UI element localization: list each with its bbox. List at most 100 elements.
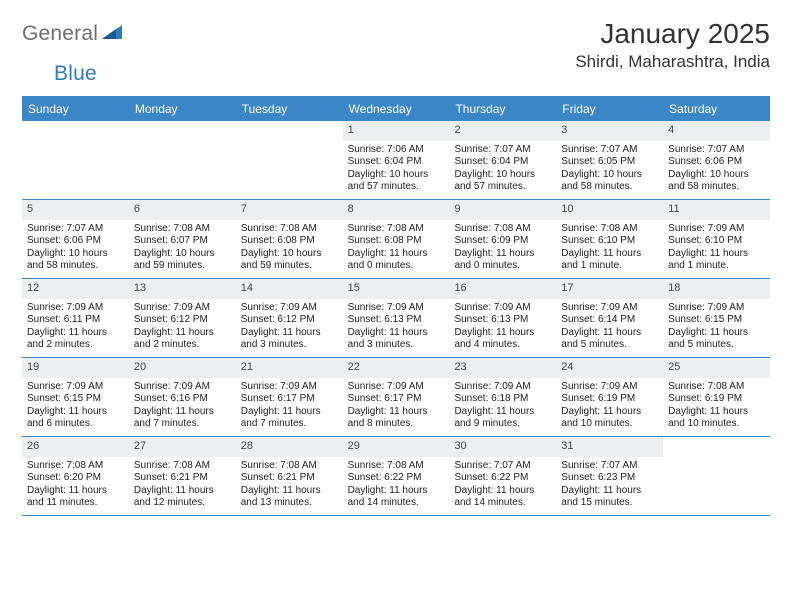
day-number: 31 bbox=[556, 437, 663, 457]
day-daylight1: Daylight: 11 hours bbox=[134, 327, 231, 340]
day-body: Sunrise: 7:08 AMSunset: 6:22 PMDaylight:… bbox=[343, 457, 450, 514]
day-daylight1: Daylight: 11 hours bbox=[348, 248, 445, 261]
day-cell: 8Sunrise: 7:08 AMSunset: 6:08 PMDaylight… bbox=[343, 200, 450, 278]
day-daylight2: and 58 minutes. bbox=[561, 181, 658, 194]
day-body: Sunrise: 7:07 AMSunset: 6:06 PMDaylight:… bbox=[22, 220, 129, 277]
day-body: Sunrise: 7:09 AMSunset: 6:11 PMDaylight:… bbox=[22, 299, 129, 356]
day-number: 22 bbox=[343, 358, 450, 378]
day-sunrise: Sunrise: 7:09 AM bbox=[241, 381, 338, 394]
day-sunset: Sunset: 6:19 PM bbox=[561, 393, 658, 406]
day-sunset: Sunset: 6:21 PM bbox=[241, 472, 338, 485]
day-header-mon: Monday bbox=[129, 97, 236, 121]
day-cell: 20Sunrise: 7:09 AMSunset: 6:16 PMDayligh… bbox=[129, 358, 236, 436]
day-sunrise: Sunrise: 7:09 AM bbox=[454, 381, 551, 394]
day-sunset: Sunset: 6:07 PM bbox=[134, 235, 231, 248]
day-daylight2: and 13 minutes. bbox=[241, 497, 338, 510]
day-sunrise: Sunrise: 7:09 AM bbox=[668, 223, 765, 236]
day-daylight1: Daylight: 11 hours bbox=[241, 406, 338, 419]
day-cell: 1Sunrise: 7:06 AMSunset: 6:04 PMDaylight… bbox=[343, 121, 450, 199]
day-cell: 10Sunrise: 7:08 AMSunset: 6:10 PMDayligh… bbox=[556, 200, 663, 278]
day-number: 9 bbox=[449, 200, 556, 220]
day-number: 23 bbox=[449, 358, 556, 378]
day-sunrise: Sunrise: 7:08 AM bbox=[668, 381, 765, 394]
day-daylight1: Daylight: 11 hours bbox=[348, 485, 445, 498]
day-daylight1: Daylight: 11 hours bbox=[454, 248, 551, 261]
day-cell: 2Sunrise: 7:07 AMSunset: 6:04 PMDaylight… bbox=[449, 121, 556, 199]
day-daylight1: Daylight: 10 hours bbox=[241, 248, 338, 261]
day-body: Sunrise: 7:08 AMSunset: 6:07 PMDaylight:… bbox=[129, 220, 236, 277]
day-daylight2: and 15 minutes. bbox=[561, 497, 658, 510]
day-number: 7 bbox=[236, 200, 343, 220]
day-sunrise: Sunrise: 7:09 AM bbox=[134, 381, 231, 394]
day-body: Sunrise: 7:08 AMSunset: 6:10 PMDaylight:… bbox=[556, 220, 663, 277]
day-body: Sunrise: 7:08 AMSunset: 6:21 PMDaylight:… bbox=[236, 457, 343, 514]
day-sunrise: Sunrise: 7:09 AM bbox=[241, 302, 338, 315]
day-body: Sunrise: 7:09 AMSunset: 6:18 PMDaylight:… bbox=[449, 378, 556, 435]
day-cell: 6Sunrise: 7:08 AMSunset: 6:07 PMDaylight… bbox=[129, 200, 236, 278]
day-cell: 3Sunrise: 7:07 AMSunset: 6:05 PMDaylight… bbox=[556, 121, 663, 199]
day-sunset: Sunset: 6:09 PM bbox=[454, 235, 551, 248]
day-cell: 13Sunrise: 7:09 AMSunset: 6:12 PMDayligh… bbox=[129, 279, 236, 357]
day-sunrise: Sunrise: 7:09 AM bbox=[27, 381, 124, 394]
day-number: 14 bbox=[236, 279, 343, 299]
day-header-thu: Thursday bbox=[449, 97, 556, 121]
day-body: Sunrise: 7:08 AMSunset: 6:09 PMDaylight:… bbox=[449, 220, 556, 277]
day-sunrise: Sunrise: 7:08 AM bbox=[134, 460, 231, 473]
day-cell: 23Sunrise: 7:09 AMSunset: 6:18 PMDayligh… bbox=[449, 358, 556, 436]
day-daylight2: and 59 minutes. bbox=[134, 260, 231, 273]
day-cell: 16Sunrise: 7:09 AMSunset: 6:13 PMDayligh… bbox=[449, 279, 556, 357]
day-cell: 7Sunrise: 7:08 AMSunset: 6:08 PMDaylight… bbox=[236, 200, 343, 278]
day-header-wed: Wednesday bbox=[343, 97, 450, 121]
day-sunrise: Sunrise: 7:09 AM bbox=[454, 302, 551, 315]
day-sunrise: Sunrise: 7:07 AM bbox=[27, 223, 124, 236]
day-daylight1: Daylight: 11 hours bbox=[27, 406, 124, 419]
day-sunset: Sunset: 6:08 PM bbox=[348, 235, 445, 248]
day-sunrise: Sunrise: 7:08 AM bbox=[241, 460, 338, 473]
day-sunrise: Sunrise: 7:08 AM bbox=[27, 460, 124, 473]
day-cell: 15Sunrise: 7:09 AMSunset: 6:13 PMDayligh… bbox=[343, 279, 450, 357]
day-cell: 28Sunrise: 7:08 AMSunset: 6:21 PMDayligh… bbox=[236, 437, 343, 515]
day-daylight2: and 5 minutes. bbox=[668, 339, 765, 352]
day-number: 25 bbox=[663, 358, 770, 378]
day-number: 19 bbox=[22, 358, 129, 378]
day-sunset: Sunset: 6:05 PM bbox=[561, 156, 658, 169]
day-header-sun: Sunday bbox=[22, 97, 129, 121]
day-daylight2: and 10 minutes. bbox=[668, 418, 765, 431]
day-daylight2: and 3 minutes. bbox=[241, 339, 338, 352]
day-daylight1: Daylight: 10 hours bbox=[348, 169, 445, 182]
day-daylight1: Daylight: 10 hours bbox=[27, 248, 124, 261]
day-cell: 21Sunrise: 7:09 AMSunset: 6:17 PMDayligh… bbox=[236, 358, 343, 436]
day-body: Sunrise: 7:08 AMSunset: 6:08 PMDaylight:… bbox=[236, 220, 343, 277]
day-daylight1: Daylight: 11 hours bbox=[27, 485, 124, 498]
logo-triangle-icon bbox=[102, 24, 124, 45]
day-cell bbox=[129, 121, 236, 199]
day-daylight2: and 57 minutes. bbox=[454, 181, 551, 194]
day-sunrise: Sunrise: 7:07 AM bbox=[561, 144, 658, 157]
day-daylight1: Daylight: 11 hours bbox=[134, 406, 231, 419]
day-number: 10 bbox=[556, 200, 663, 220]
day-number: 1 bbox=[343, 121, 450, 141]
day-daylight2: and 14 minutes. bbox=[348, 497, 445, 510]
day-sunrise: Sunrise: 7:09 AM bbox=[27, 302, 124, 315]
day-daylight2: and 12 minutes. bbox=[134, 497, 231, 510]
day-cell: 24Sunrise: 7:09 AMSunset: 6:19 PMDayligh… bbox=[556, 358, 663, 436]
day-body: Sunrise: 7:09 AMSunset: 6:17 PMDaylight:… bbox=[236, 378, 343, 435]
day-daylight2: and 0 minutes. bbox=[348, 260, 445, 273]
day-sunset: Sunset: 6:06 PM bbox=[27, 235, 124, 248]
day-body: Sunrise: 7:09 AMSunset: 6:12 PMDaylight:… bbox=[236, 299, 343, 356]
day-cell: 9Sunrise: 7:08 AMSunset: 6:09 PMDaylight… bbox=[449, 200, 556, 278]
day-number: 15 bbox=[343, 279, 450, 299]
day-number: 18 bbox=[663, 279, 770, 299]
day-daylight1: Daylight: 11 hours bbox=[668, 327, 765, 340]
day-daylight1: Daylight: 11 hours bbox=[134, 485, 231, 498]
day-cell: 29Sunrise: 7:08 AMSunset: 6:22 PMDayligh… bbox=[343, 437, 450, 515]
day-number: 3 bbox=[556, 121, 663, 141]
day-body: Sunrise: 7:09 AMSunset: 6:19 PMDaylight:… bbox=[556, 378, 663, 435]
day-daylight1: Daylight: 11 hours bbox=[561, 485, 658, 498]
day-body: Sunrise: 7:09 AMSunset: 6:17 PMDaylight:… bbox=[343, 378, 450, 435]
day-cell: 14Sunrise: 7:09 AMSunset: 6:12 PMDayligh… bbox=[236, 279, 343, 357]
day-sunset: Sunset: 6:14 PM bbox=[561, 314, 658, 327]
day-daylight1: Daylight: 10 hours bbox=[668, 169, 765, 182]
day-header-tue: Tuesday bbox=[236, 97, 343, 121]
day-number: 29 bbox=[343, 437, 450, 457]
